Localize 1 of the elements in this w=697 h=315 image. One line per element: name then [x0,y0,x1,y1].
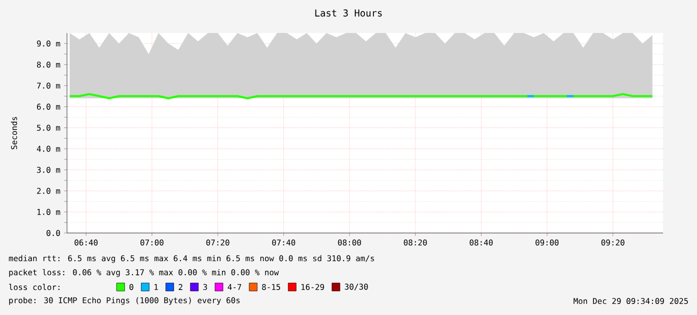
chart-title: Last 3 Hours [315,9,382,17]
